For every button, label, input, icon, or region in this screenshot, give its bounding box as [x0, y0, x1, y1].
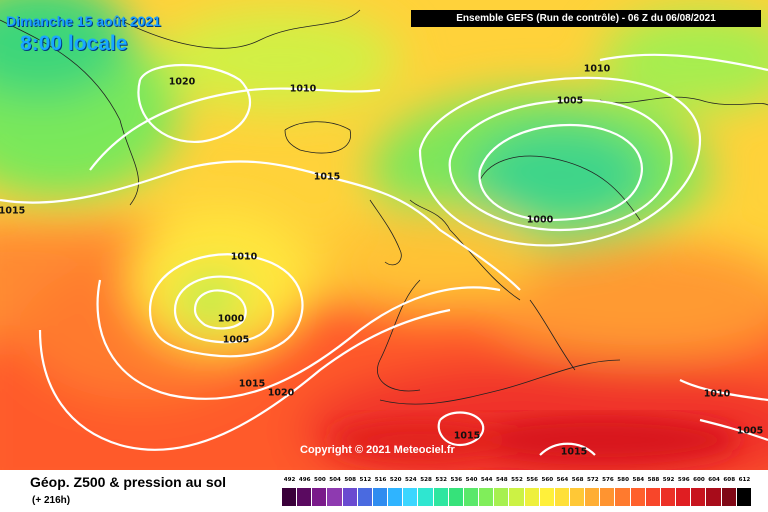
color-scale-tick: 588 — [647, 477, 660, 483]
color-scale-swatch — [615, 488, 631, 506]
color-scale: 492 496 500 504 508 512 516 520 524 528 532 536 540 5… — [282, 477, 752, 507]
color-scale-swatch — [569, 488, 586, 506]
isobar-label: 1010 — [230, 251, 258, 263]
color-scale-tick: 568 — [571, 477, 584, 483]
forecast-map — [0, 0, 768, 470]
isobar-label: 1015 — [453, 430, 481, 442]
color-scale-tick: 520 — [389, 477, 402, 483]
color-scale-tick: 572 — [586, 477, 599, 483]
color-scale-swatch — [494, 488, 510, 506]
color-scale-swatch — [357, 488, 373, 506]
isobar-label: 1010 — [703, 388, 731, 400]
color-scale-tick: 552 — [511, 477, 523, 483]
color-scale-swatch — [660, 488, 677, 506]
color-scale-swatch — [706, 488, 722, 506]
color-scale-tick: 596 — [677, 477, 690, 483]
color-scale-swatch — [388, 488, 404, 506]
copyright-notice: Copyright © 2021 Meteociel.fr — [300, 444, 455, 456]
color-scale-tick: 608 — [723, 477, 736, 483]
color-scale-ticks: 492 496 500 504 508 512 516 520 524 528 532 536 540 5… — [282, 477, 752, 487]
isobar-label: 1020 — [168, 76, 196, 88]
color-scale-tick: 500 — [314, 477, 326, 483]
color-scale-swatch — [600, 488, 616, 506]
color-scale-swatch — [509, 488, 525, 506]
isobar-label: 1015 — [313, 171, 341, 183]
color-scale-tick: 524 — [405, 477, 417, 483]
forecast-date: Dimanche 15 août 2021 — [6, 13, 161, 29]
color-scale-tick: 516 — [374, 477, 387, 483]
color-scale-tick: 548 — [495, 477, 508, 483]
color-scale-tick: 540 — [465, 477, 478, 483]
color-scale-swatch — [691, 488, 707, 506]
color-scale-tick: 536 — [450, 477, 463, 483]
color-scale-swatch — [327, 488, 343, 506]
color-scale-swatch — [312, 488, 328, 506]
isobar-label: 1010 — [583, 63, 611, 75]
color-scale-tick: 496 — [298, 477, 311, 483]
color-scale-tick: 604 — [708, 477, 720, 483]
legend-footer: Géop. Z500 & pression au sol (+ 216h) 49… — [0, 470, 768, 512]
isobar-label: 1005 — [556, 95, 584, 107]
isobar-label: 1005 — [736, 425, 764, 437]
color-scale-swatch — [418, 488, 434, 506]
color-scale-tick: 576 — [602, 477, 614, 483]
color-scale-swatch — [372, 488, 389, 506]
isobar-label: 1000 — [217, 313, 245, 325]
isobar-label: 1015 — [238, 378, 266, 390]
color-scale-tick: 528 — [420, 477, 432, 483]
model-run-info: Ensemble GEFS (Run de contrôle) - 06 Z d… — [411, 10, 761, 27]
color-scale-swatches — [282, 488, 752, 506]
color-scale-tick: 592 — [662, 477, 675, 483]
color-scale-tick: 564 — [556, 477, 569, 483]
color-scale-swatch — [524, 488, 540, 506]
color-scale-tick: 560 — [541, 477, 554, 483]
color-scale-tick: 508 — [344, 477, 357, 483]
hatched-fields — [330, 415, 740, 465]
color-scale-swatch — [282, 488, 298, 506]
color-scale-tick: 512 — [359, 477, 372, 483]
color-scale-tick: 600 — [693, 477, 705, 483]
color-scale-swatch — [736, 488, 752, 506]
legend-subtitle: (+ 216h) — [32, 495, 71, 506]
isobar-label: 1015 — [560, 446, 588, 458]
color-scale-tick: 544 — [480, 477, 493, 483]
color-scale-tick: 584 — [632, 477, 645, 483]
color-scale-tick: 580 — [617, 477, 629, 483]
coastlines — [0, 9, 768, 405]
color-scale-tick: 532 — [435, 477, 448, 483]
color-scale-swatch — [585, 488, 601, 506]
color-scale-swatch — [403, 488, 419, 506]
legend-title: Géop. Z500 & pression au sol — [30, 474, 227, 490]
isobar-label: 1010 — [289, 83, 317, 95]
color-scale-tick: 612 — [738, 477, 751, 483]
color-scale-swatch — [676, 488, 692, 506]
color-scale-swatch — [433, 488, 449, 506]
isobar-label: 1000 — [526, 214, 554, 226]
isobar-label: 1015 — [0, 205, 26, 217]
color-scale-swatch — [479, 488, 495, 506]
forecast-local-time: 8:00 locale — [20, 32, 128, 55]
isobar-lines — [0, 53, 768, 456]
color-scale-swatch — [463, 488, 480, 506]
color-scale-swatch — [342, 488, 358, 506]
isobar-label: 1005 — [222, 334, 250, 346]
color-scale-swatch — [630, 488, 646, 506]
color-scale-swatch — [721, 488, 737, 506]
color-scale-swatch — [645, 488, 661, 506]
color-scale-tick: 556 — [526, 477, 538, 483]
color-scale-tick: 504 — [329, 477, 341, 483]
isobar-label: 1020 — [267, 387, 295, 399]
color-scale-tick: 492 — [283, 477, 296, 483]
color-scale-swatch — [554, 488, 570, 506]
color-scale-swatch — [297, 488, 313, 506]
color-scale-swatch — [448, 488, 464, 506]
color-scale-swatch — [539, 488, 555, 506]
